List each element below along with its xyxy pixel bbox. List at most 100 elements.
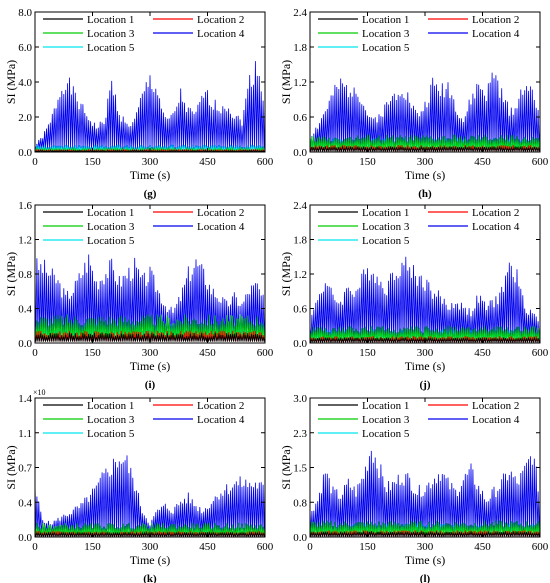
y-axis-label: SI (MPa) [4,445,18,489]
legend-entry: Location 3 [362,28,410,40]
y-tick-label: 2.4 [293,7,307,19]
legend-entry: Location 2 [197,14,244,26]
legend-entry: Location 5 [87,42,135,54]
legend: Location 1 Location 2 Location 3 Location 4… [318,207,520,247]
y-tick-label: 2.0 [18,112,32,124]
series-location-1-line [310,146,540,152]
series-location-1-line [310,337,540,343]
x-tick-label: 600 [532,541,549,553]
y-tick-label: 0.6 [293,304,307,316]
series-location-1-line [35,332,265,342]
x-tick-label: 600 [532,156,549,168]
legend-entry: Location 1 [87,14,134,26]
series-location-1-line [35,531,265,537]
y-tick-label: 0.0 [293,532,307,544]
x-tick-label: 0 [307,156,313,168]
x-tick-label: 300 [142,156,159,168]
plot-area [310,72,540,152]
y-tick-label: 0.6 [293,112,307,124]
y-axis-label: SI (MPa) [4,60,18,104]
x-tick-label: 450 [474,156,491,168]
chart-panel-1: 0 150 300 450 600 0.0 0.6 1.2 1.8 2.4 Time (s) SI (… [279,7,549,200]
legend: Location 1 Location 2 Location 3 Location 4… [43,14,245,54]
x-axis-label: Time (s) [405,168,446,182]
legend-entry: Location 2 [472,400,519,412]
axis-multiplier: ×10 [33,388,46,397]
x-tick-label: 450 [199,541,216,553]
legend-entry: Location 2 [197,400,244,412]
series-location-3-line [310,520,540,535]
y-tick-label: 0.8 [18,269,32,281]
y-tick-label: 0.4 [18,497,32,509]
y-tick-label: 0.0 [18,147,32,159]
x-axis-label: Time (s) [130,553,171,567]
x-tick-label: 300 [142,541,159,553]
legend-entry: Location 4 [197,28,245,40]
chart-panel-3: 0 150 300 450 600 0.0 0.6 1.2 1.8 2.4 Time (s) SI (… [279,200,549,391]
series-location-4-line [35,254,265,341]
legend-entry: Location 3 [87,414,135,426]
x-tick-label: 600 [257,156,274,168]
y-tick-label: 1.8 [293,42,307,54]
legend-entry: Location 5 [362,42,410,54]
legend-entry: Location 4 [197,221,245,233]
legend-entry: Location 3 [362,221,410,233]
x-axis-label: Time (s) [130,359,171,373]
y-tick-label: 1.2 [293,77,307,89]
y-tick-label: 0.0 [18,532,32,544]
panel-label: (h) [418,188,432,200]
y-axis-label: SI (MPa) [279,445,293,489]
chart-panel-0: 0 150 300 450 600 0.0 2.0 4.0 6.0 8.0 Time (s) SI (… [4,7,274,200]
x-tick-label: 300 [417,347,434,359]
x-tick-label: 600 [532,347,549,359]
series-location-4-line [310,450,540,535]
y-tick-label: 1.1 [18,428,32,440]
y-tick-label: 0.0 [293,147,307,159]
y-tick-label: 1.2 [293,269,307,281]
legend: Location 1 Location 2 Location 3 Location 4… [318,14,520,54]
x-tick-label: 450 [199,347,216,359]
x-tick-label: 150 [359,347,376,359]
legend-entry: Location 4 [472,221,520,233]
y-tick-label: 1.8 [293,235,307,247]
chart-panel-5: 0 150 300 450 600 0.0 0.8 1.5 2.3 3.0 Time (s) SI (… [279,393,549,583]
legend-entry: Location 5 [362,428,410,440]
legend-entry: Location 1 [362,207,409,219]
legend-entry: Location 4 [197,414,245,426]
y-tick-label: 2.3 [293,428,307,440]
x-tick-label: 600 [257,541,274,553]
x-tick-label: 150 [84,156,101,168]
plot-area [35,254,265,342]
legend-entry: Location 1 [87,207,134,219]
legend-entry: Location 5 [87,235,135,247]
legend-entry: Location 1 [362,14,409,26]
x-tick-label: 150 [84,541,101,553]
x-tick-label: 0 [307,541,313,553]
series-location-4-line [35,61,265,150]
series-location-3-line [35,522,265,536]
legend-entry: Location 2 [472,14,519,26]
chart-panel-2: 0 150 300 450 600 0.0 0.4 0.8 1.2 1.6 Time (s) SI (… [4,200,274,391]
y-axis-label: SI (MPa) [279,252,293,296]
plot-area [35,455,265,537]
legend-entry: Location 3 [87,221,135,233]
y-tick-label: 8.0 [18,7,32,19]
legend-entry: Location 3 [362,414,410,426]
panel-label: (g) [144,188,157,200]
series-location-3-line [310,134,540,150]
x-tick-label: 450 [474,541,491,553]
legend-entry: Location 5 [362,235,410,247]
x-axis-label: Time (s) [405,553,446,567]
panel-label: (i) [145,379,156,391]
x-tick-label: 450 [199,156,216,168]
series-location-1-line [310,531,540,537]
series-location-4-line [310,256,540,341]
y-tick-label: 1.2 [18,235,32,247]
x-tick-label: 450 [474,347,491,359]
x-tick-label: 600 [257,347,274,359]
x-tick-label: 0 [32,156,38,168]
y-tick-label: 3.0 [293,393,307,405]
x-tick-label: 0 [307,347,313,359]
legend-entry: Location 2 [197,207,244,219]
